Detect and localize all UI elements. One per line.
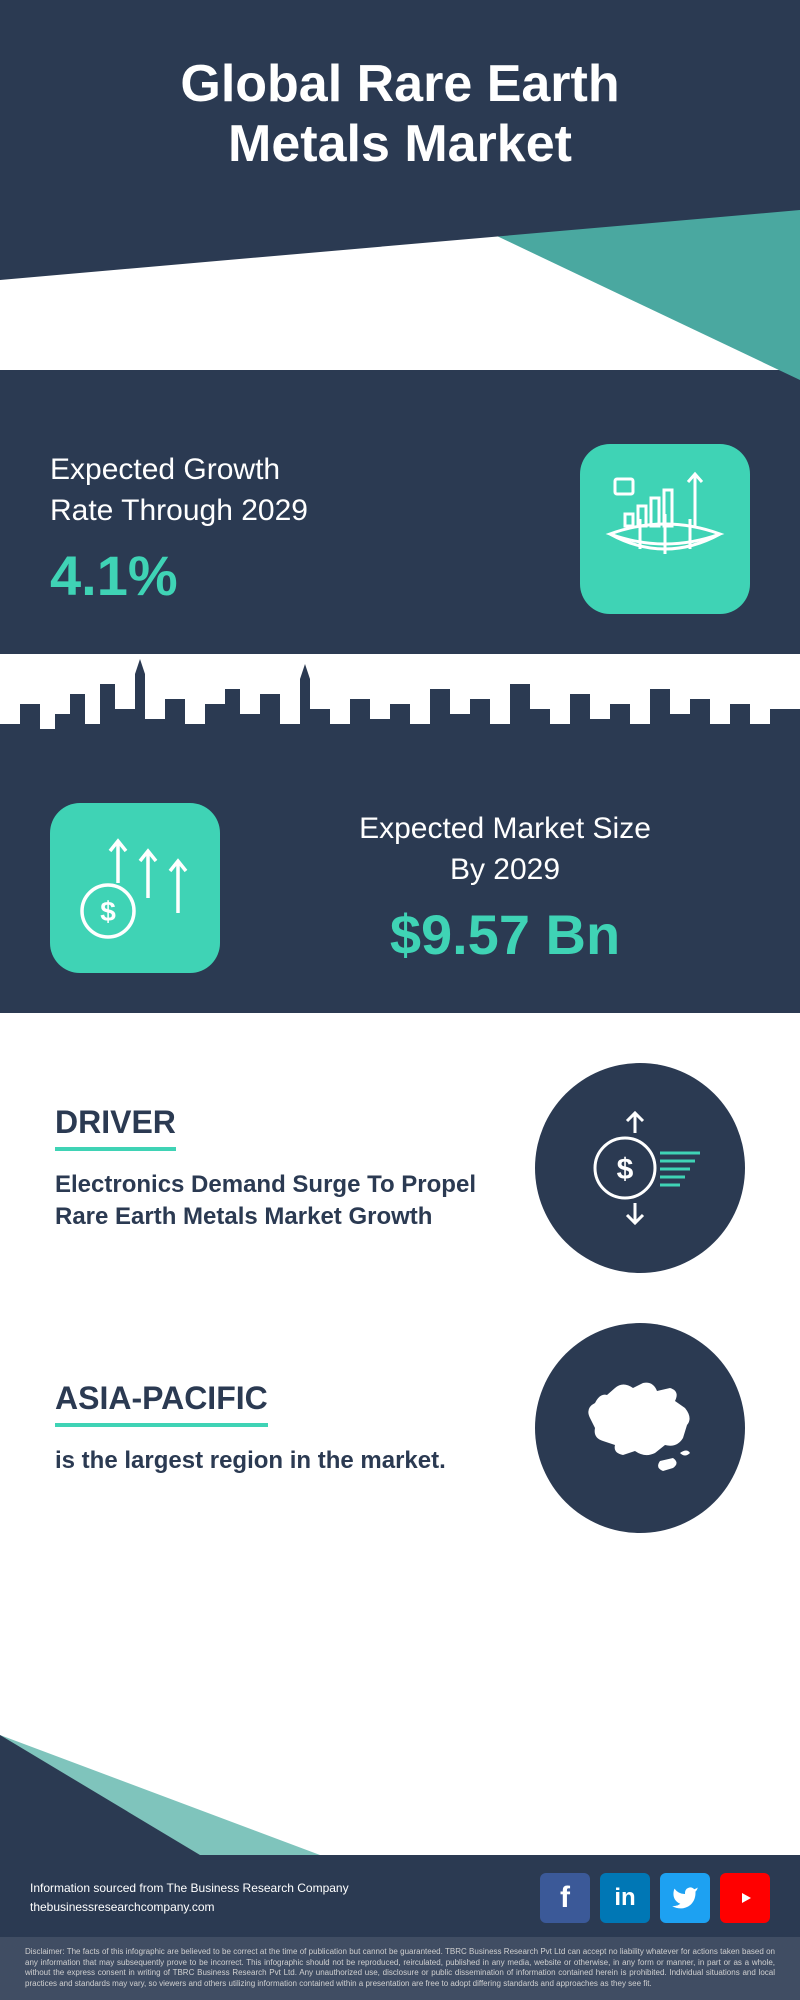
market-text: Expected Market Size By 2029 $9.57 Bn bbox=[260, 809, 750, 967]
footer-source: Information sourced from The Business Re… bbox=[30, 1879, 349, 1917]
region-content: ASIA-PACIFIC is the largest region in th… bbox=[55, 1380, 535, 1476]
youtube-icon[interactable] bbox=[720, 1873, 770, 1923]
region-title: ASIA-PACIFIC bbox=[55, 1380, 268, 1427]
footer-decor bbox=[0, 1735, 800, 1855]
growth-chart-icon bbox=[580, 444, 750, 614]
growth-text: Expected Growth Rate Through 2029 4.1% bbox=[50, 450, 308, 608]
svg-text:$: $ bbox=[617, 1153, 634, 1186]
disclaimer-text: Disclaimer: The facts of this infographi… bbox=[0, 1937, 800, 2000]
twitter-icon[interactable] bbox=[660, 1873, 710, 1923]
social-links: f in bbox=[540, 1873, 770, 1923]
facebook-icon[interactable]: f bbox=[540, 1873, 590, 1923]
market-value: $9.57 Bn bbox=[260, 902, 750, 967]
asia-map-icon bbox=[535, 1323, 745, 1533]
driver-text: Electronics Demand Surge To Propel Rare … bbox=[55, 1169, 505, 1231]
svg-text:$: $ bbox=[100, 896, 116, 927]
dollar-arrow-icon: $ bbox=[50, 803, 220, 973]
footer-bar: Information sourced from The Business Re… bbox=[0, 1855, 800, 1937]
header-banner: Global Rare Earth Metals Market bbox=[0, 0, 800, 380]
dollar-exchange-icon: $ bbox=[535, 1063, 745, 1273]
growth-section: Expected Growth Rate Through 2029 4.1% bbox=[0, 404, 800, 654]
linkedin-icon[interactable]: in bbox=[600, 1873, 650, 1923]
title-line-1: Global Rare Earth bbox=[0, 55, 800, 115]
footer: Information sourced from The Business Re… bbox=[0, 1735, 800, 2000]
page-title: Global Rare Earth Metals Market bbox=[0, 55, 800, 175]
driver-section: DRIVER Electronics Demand Surge To Prope… bbox=[0, 1013, 800, 1303]
market-label: Expected Market Size By 2029 bbox=[260, 809, 750, 890]
growth-label: Expected Growth Rate Through 2029 bbox=[50, 450, 308, 531]
market-size-section: $ Expected Market Size By 2029 $9.57 Bn bbox=[0, 763, 800, 1013]
region-text: is the largest region in the market. bbox=[55, 1445, 505, 1476]
title-line-2: Metals Market bbox=[0, 115, 800, 175]
skyline-decor bbox=[0, 654, 800, 764]
growth-value: 4.1% bbox=[50, 543, 308, 608]
driver-content: DRIVER Electronics Demand Surge To Prope… bbox=[55, 1104, 535, 1231]
driver-title: DRIVER bbox=[55, 1104, 176, 1151]
region-section: ASIA-PACIFIC is the largest region in th… bbox=[0, 1303, 800, 1563]
